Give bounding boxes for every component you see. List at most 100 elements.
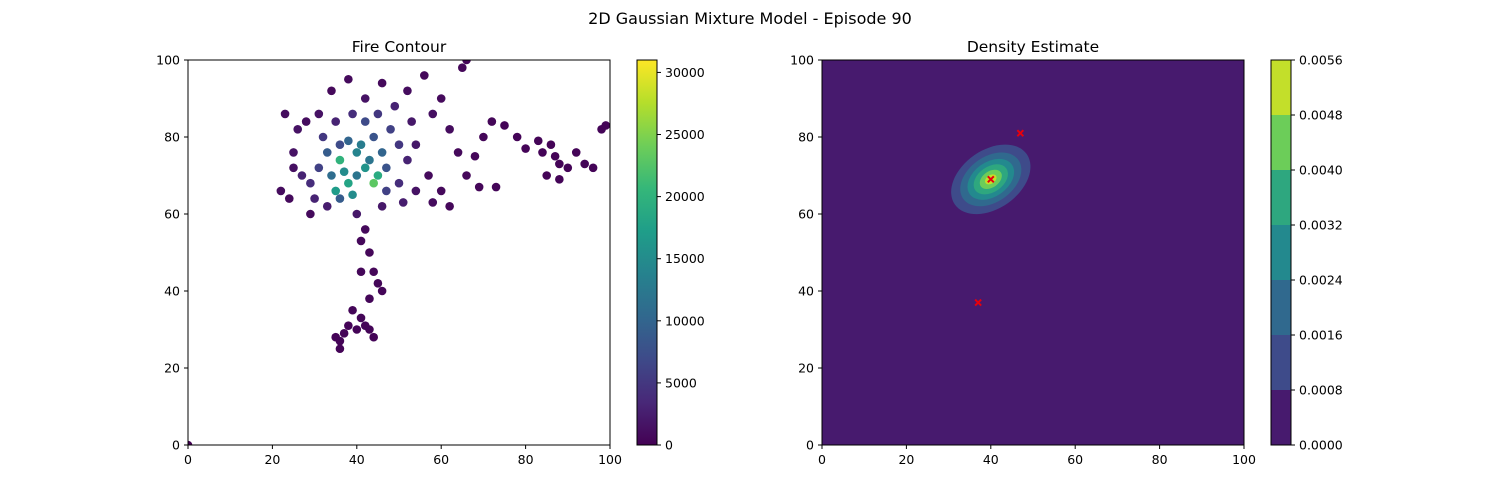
component-mean-marker	[1016, 129, 1025, 137]
density-estimate-y-tick-label: 80	[798, 130, 814, 145]
fire-point	[555, 175, 564, 184]
density-colorbar-band	[1271, 335, 1291, 390]
fire-point	[289, 148, 298, 157]
fire-point	[293, 125, 303, 134]
fire-point	[500, 121, 509, 130]
density-estimate-colorbar-bands	[1271, 60, 1291, 445]
fire-point	[411, 186, 421, 196]
density-colorbar-band	[1271, 390, 1291, 445]
fire-point	[360, 94, 370, 103]
fire-point	[382, 186, 391, 196]
fire-point	[428, 198, 438, 207]
density-estimate-x-tick-label: 100	[1232, 452, 1256, 467]
fire-contour-x-tick-label: 0	[184, 452, 192, 467]
fire-point	[521, 144, 530, 153]
density-estimate-frame	[821, 59, 1245, 446]
density-estimate-y-axis: 0 20 40 60 80 100	[790, 53, 822, 453]
density-estimate-colorbar-ticks: 0.0000 0.0008 0.0016 0.0024 0.0032 0.0040 0.00…	[1291, 53, 1343, 453]
fire-point	[365, 248, 374, 257]
density-estimate-colorbar: 0.0000 0.0008 0.0016 0.0024 0.0032 0.0040 0.00…	[1270, 53, 1343, 453]
fire-contour-y-axis: 0 20 40 60 80 100	[156, 53, 188, 453]
fire-point	[331, 186, 341, 196]
fire-point	[420, 71, 429, 80]
fire-point	[563, 163, 573, 173]
fire-point	[365, 155, 374, 165]
fire-point	[436, 94, 446, 103]
fire-point	[453, 148, 463, 157]
fire-point	[407, 117, 416, 126]
fire-point	[306, 178, 315, 188]
figure-title: 2D Gaussian Mixture Model - Episode 90	[588, 9, 912, 28]
fire-point	[398, 198, 408, 207]
fire-point	[377, 286, 387, 296]
fire-point	[356, 236, 366, 246]
mean-marker-stroke	[1016, 129, 1025, 137]
fire-contour-x-tick-label: 80	[518, 452, 534, 467]
fire-point	[348, 109, 357, 119]
fire-point	[365, 294, 374, 304]
fire-point	[546, 140, 556, 149]
fire-point	[390, 101, 400, 111]
density-estimate-x-tick-label: 0	[818, 452, 826, 467]
fire-point	[289, 163, 298, 173]
fire-point	[335, 155, 345, 165]
fire-point	[276, 186, 286, 196]
fire-contour-y-tick-label: 40	[164, 284, 180, 299]
component-mean-marker	[974, 298, 982, 307]
density-estimate-colorbar-tick-label: 0.0056	[1299, 53, 1343, 68]
fire-point	[352, 171, 362, 180]
density-estimate-y-tick-label: 20	[798, 361, 814, 376]
density-estimate-colorbar-tick-label: 0.0008	[1299, 383, 1343, 398]
fire-point	[344, 136, 353, 146]
fire-point	[314, 163, 324, 173]
fire-point	[487, 117, 497, 126]
fire-point	[601, 121, 610, 130]
fire-contour-colorbar: 0 5000 10000 15000 20000 25000 30000	[636, 59, 705, 453]
fire-contour-colorbar-tick-label: 10000	[665, 313, 705, 328]
density-estimate-x-tick-label: 40	[983, 452, 999, 467]
fire-point	[301, 117, 311, 126]
fire-point	[339, 167, 349, 176]
fire-contour-colorbar-tick-label: 15000	[665, 251, 705, 266]
fire-point	[360, 117, 370, 126]
fire-point	[462, 171, 471, 180]
fire-point	[356, 267, 366, 277]
fire-point	[339, 329, 349, 338]
density-colorbar-band	[1271, 60, 1291, 115]
fire-point	[335, 344, 345, 354]
fire-point	[369, 332, 378, 342]
fire-contour-x-tick-label: 60	[433, 452, 449, 467]
density-estimate-title: Density Estimate	[967, 38, 1099, 56]
fire-point	[491, 182, 501, 192]
fire-contour-colorbar-tick-label: 5000	[665, 375, 697, 390]
fire-contour-y-tick-label: 80	[164, 130, 180, 145]
fire-point	[280, 109, 290, 119]
density-estimate-y-tick-label: 40	[798, 284, 814, 299]
fire-contour-colorbar-tick-label: 0	[665, 438, 673, 453]
fire-contour-x-tick-label: 40	[349, 452, 365, 467]
fire-point	[377, 78, 387, 88]
density-estimate-panel: Density Estimate 0 20 40 60 80 100 0 20 40 60 80 1…	[790, 38, 1256, 467]
fire-point	[474, 182, 484, 192]
fire-point	[297, 171, 307, 180]
density-estimate-background	[822, 60, 1244, 445]
fire-point	[360, 163, 370, 173]
fire-point	[542, 171, 551, 180]
fire-point	[335, 194, 345, 203]
fire-point	[188, 440, 193, 445]
fire-contour-title: Fire Contour	[352, 38, 447, 56]
fire-point	[322, 202, 332, 211]
fire-point	[360, 225, 370, 234]
fire-contour-x-axis: 0 20 40 60 80 100	[184, 445, 622, 467]
fire-point	[445, 202, 454, 211]
fire-point	[373, 171, 383, 180]
density-estimate-colorbar-tick-label: 0.0032	[1299, 218, 1343, 233]
density-estimate-y-tick-label: 60	[798, 207, 814, 222]
fire-contour-y-tick-label: 100	[156, 53, 180, 68]
fire-point	[394, 140, 404, 149]
density-estimate-x-axis: 0 20 40 60 80 100	[818, 445, 1256, 467]
density-colorbar-band	[1271, 225, 1291, 280]
density-colorbar-band	[1271, 170, 1291, 225]
density-estimate-colorbar-frame	[1270, 59, 1292, 446]
